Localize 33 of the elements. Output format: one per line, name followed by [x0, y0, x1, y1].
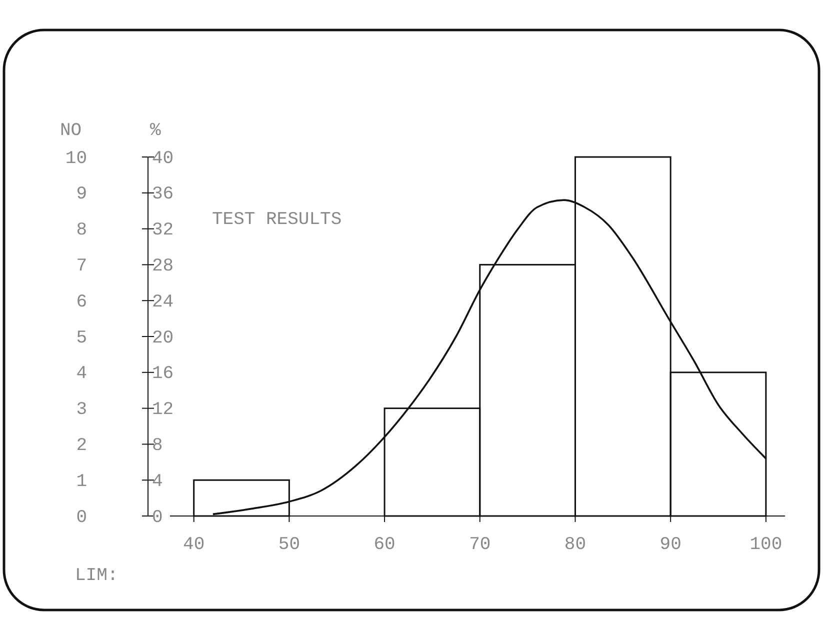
- y2-tick-label: 24: [152, 292, 174, 312]
- x-tick-label: 50: [278, 534, 300, 555]
- y-tick-label: 3: [76, 400, 87, 420]
- y2-tick-label: 36: [152, 184, 174, 205]
- x-tick-label: 80: [564, 534, 586, 555]
- x-axis-title: LIM:: [75, 566, 118, 586]
- y2-tick-label: 40: [152, 148, 174, 169]
- y-tick-label: 9: [76, 184, 87, 205]
- y2-tick-label: 0: [152, 508, 163, 528]
- x-tick-label: 90: [660, 534, 682, 555]
- x-tick-label: 70: [469, 534, 491, 555]
- y-tick-label: 7: [76, 256, 87, 276]
- y2-tick-label: 8: [152, 436, 163, 456]
- y2-axis-title: %: [150, 121, 161, 141]
- y2-tick-label: 32: [152, 220, 174, 241]
- y-axis-title: NO: [60, 121, 82, 141]
- x-tick-label: 100: [750, 534, 782, 555]
- y-tick-label: 1: [76, 472, 87, 492]
- y2-tick-label: 20: [152, 328, 174, 348]
- x-tick-label: 40: [183, 534, 205, 555]
- y-tick-label: 0: [76, 508, 87, 528]
- y2-tick-label: 28: [152, 256, 174, 276]
- y-tick-label: 4: [76, 364, 87, 384]
- y-tick-label: 10: [65, 148, 87, 169]
- x-tick-label: 60: [374, 534, 396, 555]
- y2-tick-label: 16: [152, 364, 174, 384]
- y2-tick-label: 12: [152, 400, 174, 420]
- y2-tick-label: 4: [152, 472, 163, 492]
- y-tick-label: 5: [76, 328, 87, 348]
- y-tick-label: 2: [76, 436, 87, 456]
- y-tick-label: 8: [76, 220, 87, 241]
- y-tick-label: 6: [76, 292, 87, 312]
- text: TEST RESULTS: [212, 210, 342, 230]
